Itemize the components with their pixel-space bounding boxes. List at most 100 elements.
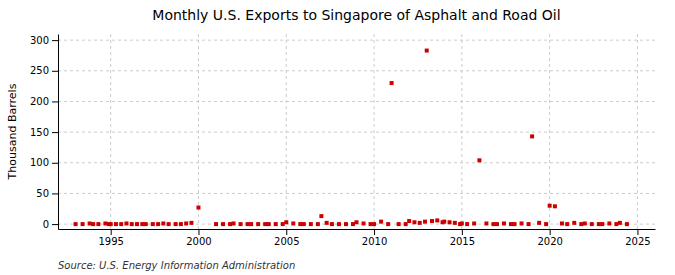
tick: 100 bbox=[30, 157, 58, 168]
tick-mark bbox=[52, 163, 58, 164]
point bbox=[362, 221, 366, 225]
tick-mark bbox=[52, 132, 58, 133]
point bbox=[81, 222, 85, 226]
tick: 2025 bbox=[625, 229, 650, 247]
tick: 2020 bbox=[537, 229, 562, 247]
tick: 2005 bbox=[274, 229, 299, 247]
tick-label: 50 bbox=[36, 188, 49, 199]
tick: 2000 bbox=[186, 229, 211, 247]
point bbox=[379, 220, 383, 224]
grid-line bbox=[58, 193, 655, 194]
point bbox=[553, 204, 557, 208]
grid bbox=[58, 34, 655, 229]
tick-mark bbox=[550, 229, 551, 235]
title: Monthly U.S. Exports to Singapore of Asp… bbox=[152, 7, 560, 23]
point bbox=[509, 222, 513, 226]
point bbox=[91, 222, 95, 226]
point bbox=[184, 221, 188, 225]
point bbox=[214, 222, 218, 226]
chart: 1995 2000 2005 2010 2015 2020 2025 0 50 100 150 200… bbox=[0, 0, 675, 275]
points bbox=[74, 49, 629, 227]
grid-line bbox=[58, 40, 655, 41]
tick: 150 bbox=[30, 127, 58, 138]
point bbox=[448, 220, 452, 224]
point bbox=[520, 221, 524, 225]
point bbox=[407, 219, 411, 223]
point bbox=[583, 221, 587, 225]
point bbox=[590, 222, 594, 226]
point bbox=[124, 221, 128, 225]
tick-label: 100 bbox=[30, 157, 49, 168]
grid-line bbox=[549, 34, 550, 229]
point bbox=[291, 221, 295, 225]
point bbox=[88, 221, 92, 225]
tick-label: 2025 bbox=[625, 236, 650, 247]
grid-line bbox=[58, 162, 655, 163]
tick: 300 bbox=[30, 35, 58, 46]
grid-line bbox=[286, 34, 287, 229]
point bbox=[281, 222, 285, 226]
grid-line bbox=[198, 34, 199, 229]
tick-mark bbox=[52, 71, 58, 72]
point bbox=[355, 220, 359, 224]
tick-label: 0 bbox=[43, 219, 49, 230]
point bbox=[404, 222, 408, 226]
point bbox=[430, 219, 434, 223]
tick-label: 2020 bbox=[537, 236, 562, 247]
x-axis: 1995 2000 2005 2010 2015 2020 2025 bbox=[59, 229, 656, 247]
annotation: Source: U.S. Energy Information Administ… bbox=[58, 260, 295, 271]
point bbox=[263, 222, 267, 226]
tick-mark bbox=[198, 229, 199, 235]
point bbox=[316, 222, 320, 226]
point bbox=[274, 222, 278, 226]
grid-line bbox=[461, 34, 462, 229]
point bbox=[607, 221, 611, 225]
point bbox=[284, 220, 288, 224]
point bbox=[114, 222, 118, 226]
point bbox=[491, 222, 495, 226]
point bbox=[161, 221, 165, 225]
point bbox=[156, 222, 160, 226]
point bbox=[119, 222, 123, 226]
tick-label: 1995 bbox=[98, 236, 123, 247]
point bbox=[325, 221, 329, 225]
plot-area: 1995 2000 2005 2010 2015 2020 2025 0 50 100 150 200… bbox=[30, 34, 656, 247]
point bbox=[103, 221, 107, 225]
point bbox=[309, 222, 313, 226]
point bbox=[572, 221, 576, 225]
tick-label: 300 bbox=[30, 35, 49, 46]
point bbox=[460, 221, 464, 225]
point bbox=[425, 49, 429, 53]
point bbox=[465, 222, 469, 226]
point bbox=[337, 222, 341, 226]
grid-line bbox=[110, 34, 111, 229]
point bbox=[239, 222, 243, 226]
tick: 1995 bbox=[98, 229, 123, 247]
tick-label: 2015 bbox=[450, 236, 475, 247]
tick: 50 bbox=[36, 188, 58, 199]
point bbox=[351, 222, 355, 226]
tick-label: 2005 bbox=[274, 236, 299, 247]
point bbox=[140, 222, 144, 226]
point bbox=[418, 221, 422, 225]
point bbox=[625, 222, 629, 226]
point bbox=[189, 221, 193, 225]
point bbox=[548, 204, 552, 208]
point bbox=[472, 221, 476, 225]
tick-label: 2000 bbox=[186, 236, 211, 247]
tick: 2010 bbox=[362, 229, 387, 247]
point bbox=[298, 222, 302, 226]
point bbox=[369, 222, 373, 226]
tick-mark bbox=[286, 229, 287, 235]
point bbox=[319, 214, 323, 218]
tick-label: 2010 bbox=[362, 236, 387, 247]
tick-label: 150 bbox=[30, 127, 49, 138]
point bbox=[372, 222, 376, 226]
point bbox=[397, 222, 401, 226]
tick-label: 250 bbox=[30, 65, 49, 76]
point bbox=[344, 222, 348, 226]
tick-mark bbox=[111, 229, 112, 235]
point bbox=[109, 222, 113, 226]
grid-line bbox=[637, 34, 638, 229]
grid-line bbox=[58, 132, 655, 133]
